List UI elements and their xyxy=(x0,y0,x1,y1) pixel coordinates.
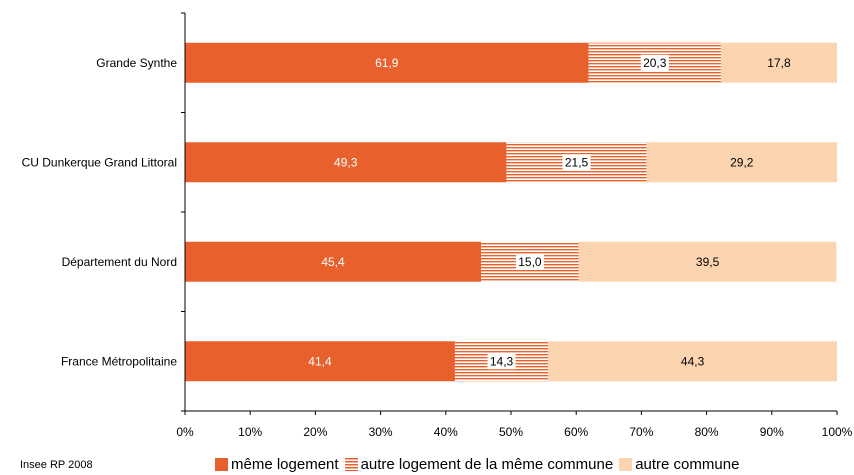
bars-group: 61,9 20,3 17,8 49,3 21,5 29,2 45,4 15,0 39,5 41,4… xyxy=(185,42,837,382)
x-tick-label: 40% xyxy=(434,425,458,439)
category-label-departement-du-nord: Département du Nord xyxy=(62,255,177,269)
bar-cu-dunkerque-grand-littoral-autre-commune xyxy=(646,142,837,183)
value-label-departement-du-nord-meme-logement: 45,4 xyxy=(321,255,345,269)
legend-label-autre-commune: autre commune xyxy=(635,456,740,473)
legend-item-meme-logement: même logement xyxy=(215,456,339,473)
x-tick-label: 100% xyxy=(822,425,853,439)
value-label-france-metropolitaine-autre-commune: 44,3 xyxy=(681,354,705,368)
value-label-grande-synthe-autre-commune: 17,8 xyxy=(767,56,791,70)
value-label-bg xyxy=(640,54,669,71)
legend-label-autre-logement: autre logement de la même commune xyxy=(360,456,614,473)
bar-cu-dunkerque-grand-littoral-meme-logement xyxy=(185,142,507,183)
value-label-grande-synthe-meme-logement: 61,9 xyxy=(375,56,399,70)
value-label-france-metropolitaine-meme-logement: 41,4 xyxy=(308,354,332,368)
legend-swatch-meme-logement xyxy=(215,458,228,471)
bar-departement-du-nord-autre-commune xyxy=(578,241,837,282)
value-label-departement-du-nord-autre-commune: 39,5 xyxy=(696,255,720,269)
x-tick-label: 90% xyxy=(760,425,784,439)
x-tick-label: 70% xyxy=(629,425,653,439)
legend: même logement autre logement de la même … xyxy=(215,456,745,473)
value-label-cu-dunkerque-grand-littoral-autre-commune: 29,2 xyxy=(730,155,754,169)
category-label-france-metropolitaine: France Métropolitaine xyxy=(61,354,177,368)
x-tick-label: 60% xyxy=(564,425,588,439)
bar-france-metropolitaine-autre-commune xyxy=(548,341,837,382)
bar-departement-du-nord-meme-logement xyxy=(185,241,482,282)
legend-label-meme-logement: même logement xyxy=(231,456,339,473)
x-tick-label: 20% xyxy=(303,425,327,439)
x-tick-label: 50% xyxy=(499,425,523,439)
x-tick-label: 80% xyxy=(695,425,719,439)
legend-item-autre-logement: autre logement de la même commune xyxy=(344,456,614,473)
bar-grande-synthe-meme-logement xyxy=(185,42,589,83)
source-note: Insee RP 2008 xyxy=(20,459,93,471)
value-label-cu-dunkerque-grand-littoral-meme-logement: 49,3 xyxy=(334,155,358,169)
x-tick-label: 0% xyxy=(176,425,194,439)
value-label-bg xyxy=(562,154,591,171)
axes-group: Grande Synthe CU Dunkerque Grand Littoral… xyxy=(22,12,853,439)
bar-france-metropolitaine-meme-logement xyxy=(185,341,455,382)
category-label-grande-synthe: Grande Synthe xyxy=(96,56,177,70)
value-label-bg xyxy=(515,253,544,270)
value-label-grande-synthe-autre-logement-de-la-meme-commune: 20,3 xyxy=(643,56,667,70)
bar-grande-synthe-autre-commune xyxy=(720,42,837,83)
value-label-departement-du-nord-autre-logement-de-la-meme-commune: 15,0 xyxy=(518,255,542,269)
legend-item-autre-commune: autre commune xyxy=(619,456,739,473)
x-tick-label: 30% xyxy=(369,425,393,439)
value-label-bg xyxy=(487,353,516,370)
value-label-cu-dunkerque-grand-littoral-autre-logement-de-la-meme-commune: 21,5 xyxy=(565,155,589,169)
legend-swatch-autre-commune xyxy=(619,458,633,471)
x-tick-label: 10% xyxy=(238,425,262,439)
value-label-france-metropolitaine-autre-logement-de-la-meme-commune: 14,3 xyxy=(490,354,514,368)
category-label-cu-dunkerque-grand-littoral: CU Dunkerque Grand Littoral xyxy=(22,155,177,169)
legend-swatch-autre-logement xyxy=(344,458,358,471)
